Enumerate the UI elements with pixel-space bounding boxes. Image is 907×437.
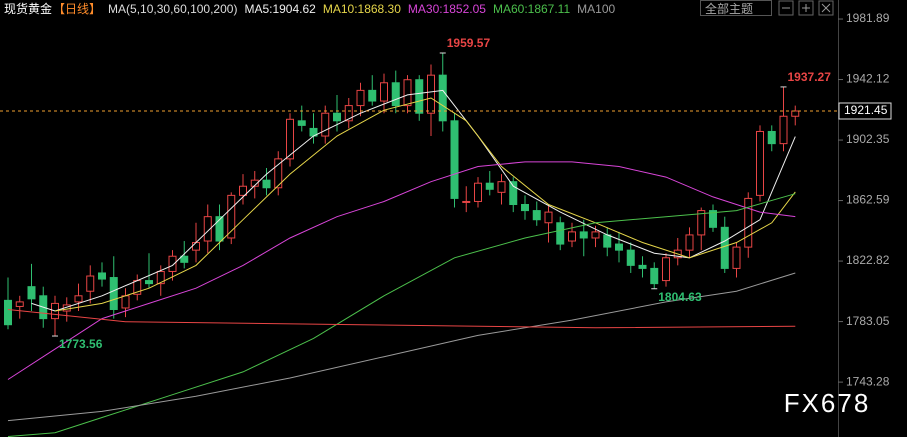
candle-body xyxy=(121,295,130,309)
annotation-label: 1804.63 xyxy=(658,290,702,304)
icon[interactable] xyxy=(778,0,794,16)
y-tick-label: 1981.89 xyxy=(846,11,890,25)
candle-body xyxy=(497,181,506,193)
candle-body xyxy=(415,79,424,114)
candle-body xyxy=(485,182,494,190)
candle-body xyxy=(650,267,659,285)
header: 现货黄金 【日线】 MA(5,10,30,60,100,200) MA5:190… xyxy=(4,1,615,17)
candle-body xyxy=(474,182,482,202)
candle-body xyxy=(27,286,36,300)
candle-body xyxy=(544,211,553,224)
annotation-label: 1959.57 xyxy=(447,36,491,50)
candle-body xyxy=(215,216,224,242)
candle-body xyxy=(227,194,236,239)
y-tick-label: 1902.35 xyxy=(846,132,890,146)
toolbar-icons xyxy=(778,0,834,16)
candle-body xyxy=(521,204,529,212)
y-tick-label: 1862.59 xyxy=(846,193,890,207)
legend-entry: MA10:1868.30 xyxy=(322,2,401,16)
candle-body xyxy=(274,158,283,189)
candle-body xyxy=(603,234,612,248)
ma-line xyxy=(7,193,796,437)
candle-body xyxy=(356,89,365,107)
ma-line xyxy=(31,89,796,312)
candle-body xyxy=(15,301,24,307)
candle-body xyxy=(756,130,764,196)
candle-body xyxy=(403,79,412,107)
candle-body xyxy=(239,185,247,196)
candle-body xyxy=(591,231,600,239)
candle-body xyxy=(156,270,165,285)
ma-line xyxy=(54,97,796,312)
candle-body xyxy=(638,264,647,269)
candle-body xyxy=(250,179,259,187)
candle-body xyxy=(779,115,788,145)
y-tick-label: 1743.28 xyxy=(846,374,890,388)
y-tick-label: 1822.82 xyxy=(846,253,890,267)
candle-body xyxy=(709,210,717,228)
candle-body xyxy=(391,82,400,107)
icon[interactable] xyxy=(818,0,834,16)
indicator: MA(5,10,30,60,100,200) xyxy=(108,2,238,16)
candle-body xyxy=(462,200,471,203)
candle-body xyxy=(438,74,447,122)
candle-body xyxy=(98,272,106,280)
candle-body xyxy=(744,197,753,248)
legend-entry: MA30:1852.05 xyxy=(407,2,486,16)
candle-body xyxy=(509,181,518,206)
watermark: FX678 xyxy=(784,388,871,418)
legend-entry: MA100 xyxy=(577,2,616,16)
candle-body xyxy=(579,231,588,239)
candle-body xyxy=(321,112,330,137)
ma-line xyxy=(7,309,796,329)
candle-body xyxy=(615,243,623,251)
candle-body xyxy=(380,82,388,102)
candle-body xyxy=(86,275,95,292)
candle-body xyxy=(662,257,670,282)
candle-body xyxy=(262,179,271,189)
candle-body xyxy=(450,120,459,199)
y-tick-label: 1942.12 xyxy=(846,72,890,86)
candle-body xyxy=(720,226,729,269)
candle-body xyxy=(286,118,294,160)
candle-body xyxy=(333,112,341,122)
candle-body xyxy=(297,120,306,126)
instrument-title: 现货黄金 xyxy=(4,2,53,16)
candle-body xyxy=(203,216,212,242)
candle-body xyxy=(168,255,177,272)
candle-body xyxy=(427,74,435,114)
candle-body xyxy=(568,231,576,242)
candle-body xyxy=(732,246,741,269)
candle-body xyxy=(791,110,800,117)
candle-body xyxy=(697,210,706,236)
candle-body xyxy=(192,242,200,251)
ma-line xyxy=(7,161,796,380)
candle-body xyxy=(109,277,118,310)
candle-body xyxy=(4,299,12,326)
y-tick-label: 1783.05 xyxy=(846,314,890,328)
annotation-label: 1773.56 xyxy=(59,337,103,351)
candle-body xyxy=(180,255,189,263)
period: 【日线】 xyxy=(53,2,102,16)
candle-body xyxy=(74,295,83,303)
candle-body xyxy=(556,222,565,245)
candle-body xyxy=(368,89,377,102)
last-price-label: 1921.45 xyxy=(844,103,888,117)
candle-body xyxy=(685,234,694,251)
legend-entry: MA5:1904.62 xyxy=(244,2,316,16)
candle-body xyxy=(344,105,353,122)
annotation-label: 1937.27 xyxy=(788,70,832,84)
legend-entry: MA60:1867.11 xyxy=(492,2,571,16)
candle-body xyxy=(767,130,776,145)
candle-body xyxy=(532,210,541,221)
theme-dropdown[interactable]: 全部主题 xyxy=(700,0,772,16)
ma-line xyxy=(7,272,796,422)
candle-body xyxy=(145,280,153,285)
candle-body xyxy=(626,249,635,266)
icon[interactable] xyxy=(798,0,814,16)
last-price-box xyxy=(838,102,892,120)
